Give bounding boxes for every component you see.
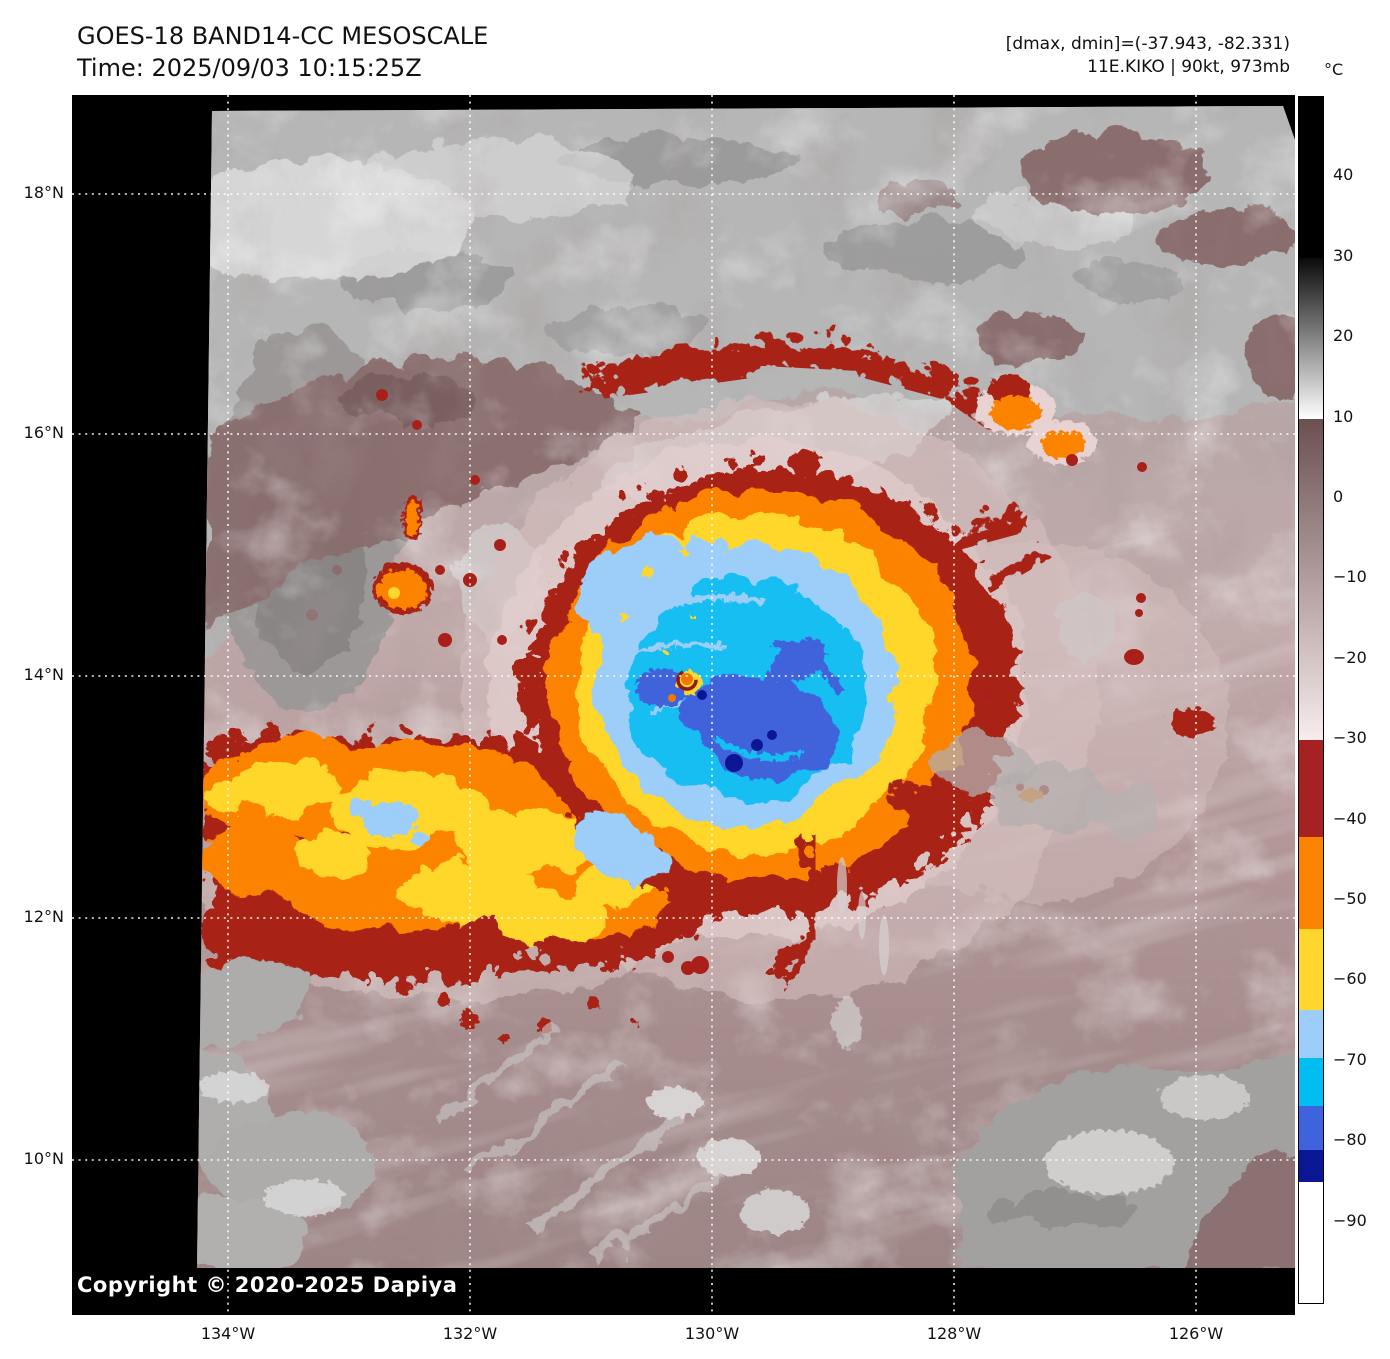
satellite-image — [72, 95, 1295, 1315]
colorbar-segment — [1299, 257, 1323, 419]
graticule — [72, 95, 1295, 1315]
colorbar-tick-label: −10 — [1333, 567, 1367, 587]
storm-id-intensity: 11E.KIKO | 90kt, 973mb — [1087, 57, 1290, 77]
lat-tick-label: 18°N — [23, 183, 64, 202]
dmax-dmin-readout: [dmax, dmin]=(-37.943, -82.331) — [1005, 34, 1290, 54]
colorbar-tick-label: −40 — [1333, 808, 1367, 828]
colorbar-tick-label: −60 — [1333, 969, 1367, 989]
lat-tick-label: 16°N — [23, 423, 64, 442]
copyright-notice: Copyright © 2020-2025 Dapiya — [77, 1273, 458, 1297]
lon-tick-label: 130°W — [684, 1324, 740, 1343]
colorbar-tick-label: 0 — [1333, 487, 1344, 506]
low-gray-clouds — [197, 585, 1157, 1268]
figure-timestamp: Time: 2025/09/03 10:15:25Z — [77, 54, 422, 82]
colorbar-unit-label: °C — [1324, 60, 1344, 79]
lat-tick-label: 10°N — [23, 1149, 64, 1168]
lon-tick-label: 128°W — [926, 1324, 982, 1343]
colorbar-segment — [1299, 1009, 1323, 1058]
lon-tick-label: 126°W — [1168, 1324, 1224, 1343]
storm-info-block: [dmax, dmin]=(-37.943, -82.331) 11E.KIKO… — [1006, 33, 1290, 79]
lon-tick-label: 132°W — [442, 1324, 498, 1343]
cold-core-royal-blue — [680, 665, 834, 775]
colorbar-segment — [1299, 1105, 1323, 1151]
colorbar-segment — [1299, 1150, 1323, 1183]
colorbar-tick-label: 20 — [1333, 326, 1354, 346]
colorbar-tick-label: −70 — [1333, 1049, 1367, 1069]
figure-title-block: GOES-18 BAND14-CC MESOSCALE Time: 2025/0… — [77, 20, 488, 84]
colorbar-tick-label: −30 — [1333, 728, 1367, 748]
lat-tick-label: 12°N — [23, 907, 64, 926]
lat-tick-label: 14°N — [23, 665, 64, 684]
colorbar-tick-label: −20 — [1333, 647, 1367, 667]
eye-warm-spot — [668, 668, 699, 702]
temperature-colorbar — [1298, 96, 1324, 1304]
colorbar-segment — [1299, 418, 1323, 741]
coldest-navy-spots — [697, 690, 777, 772]
figure-title: GOES-18 BAND14-CC MESOSCALE — [77, 22, 489, 50]
lon-tick-label: 134°W — [200, 1324, 256, 1343]
colorbar-tick-label: 30 — [1333, 245, 1354, 265]
colorbar-tick-label: 40 — [1333, 165, 1354, 185]
colorbar-segment — [1299, 836, 1323, 930]
colorbar-segment — [1299, 1182, 1323, 1303]
colorbar-tick-label: −50 — [1333, 889, 1367, 908]
colorbar-segment — [1299, 97, 1323, 258]
hurricane-core — [517, 455, 1007, 905]
northeast-warm-top-cells — [376, 373, 1094, 799]
colorbar-segment — [1299, 740, 1323, 837]
colorbar-segment — [1299, 1057, 1323, 1106]
colorbar-tick-label: −80 — [1333, 1130, 1367, 1150]
southeast-cloud-mass — [952, 1050, 1295, 1268]
colorbar-tick-label: 10 — [1333, 406, 1354, 426]
map-area: Copyright © 2020-2025 Dapiya — [72, 95, 1295, 1315]
colorbar-segment — [1299, 929, 1323, 1010]
colorbar-tick-label: −90 — [1333, 1210, 1367, 1230]
